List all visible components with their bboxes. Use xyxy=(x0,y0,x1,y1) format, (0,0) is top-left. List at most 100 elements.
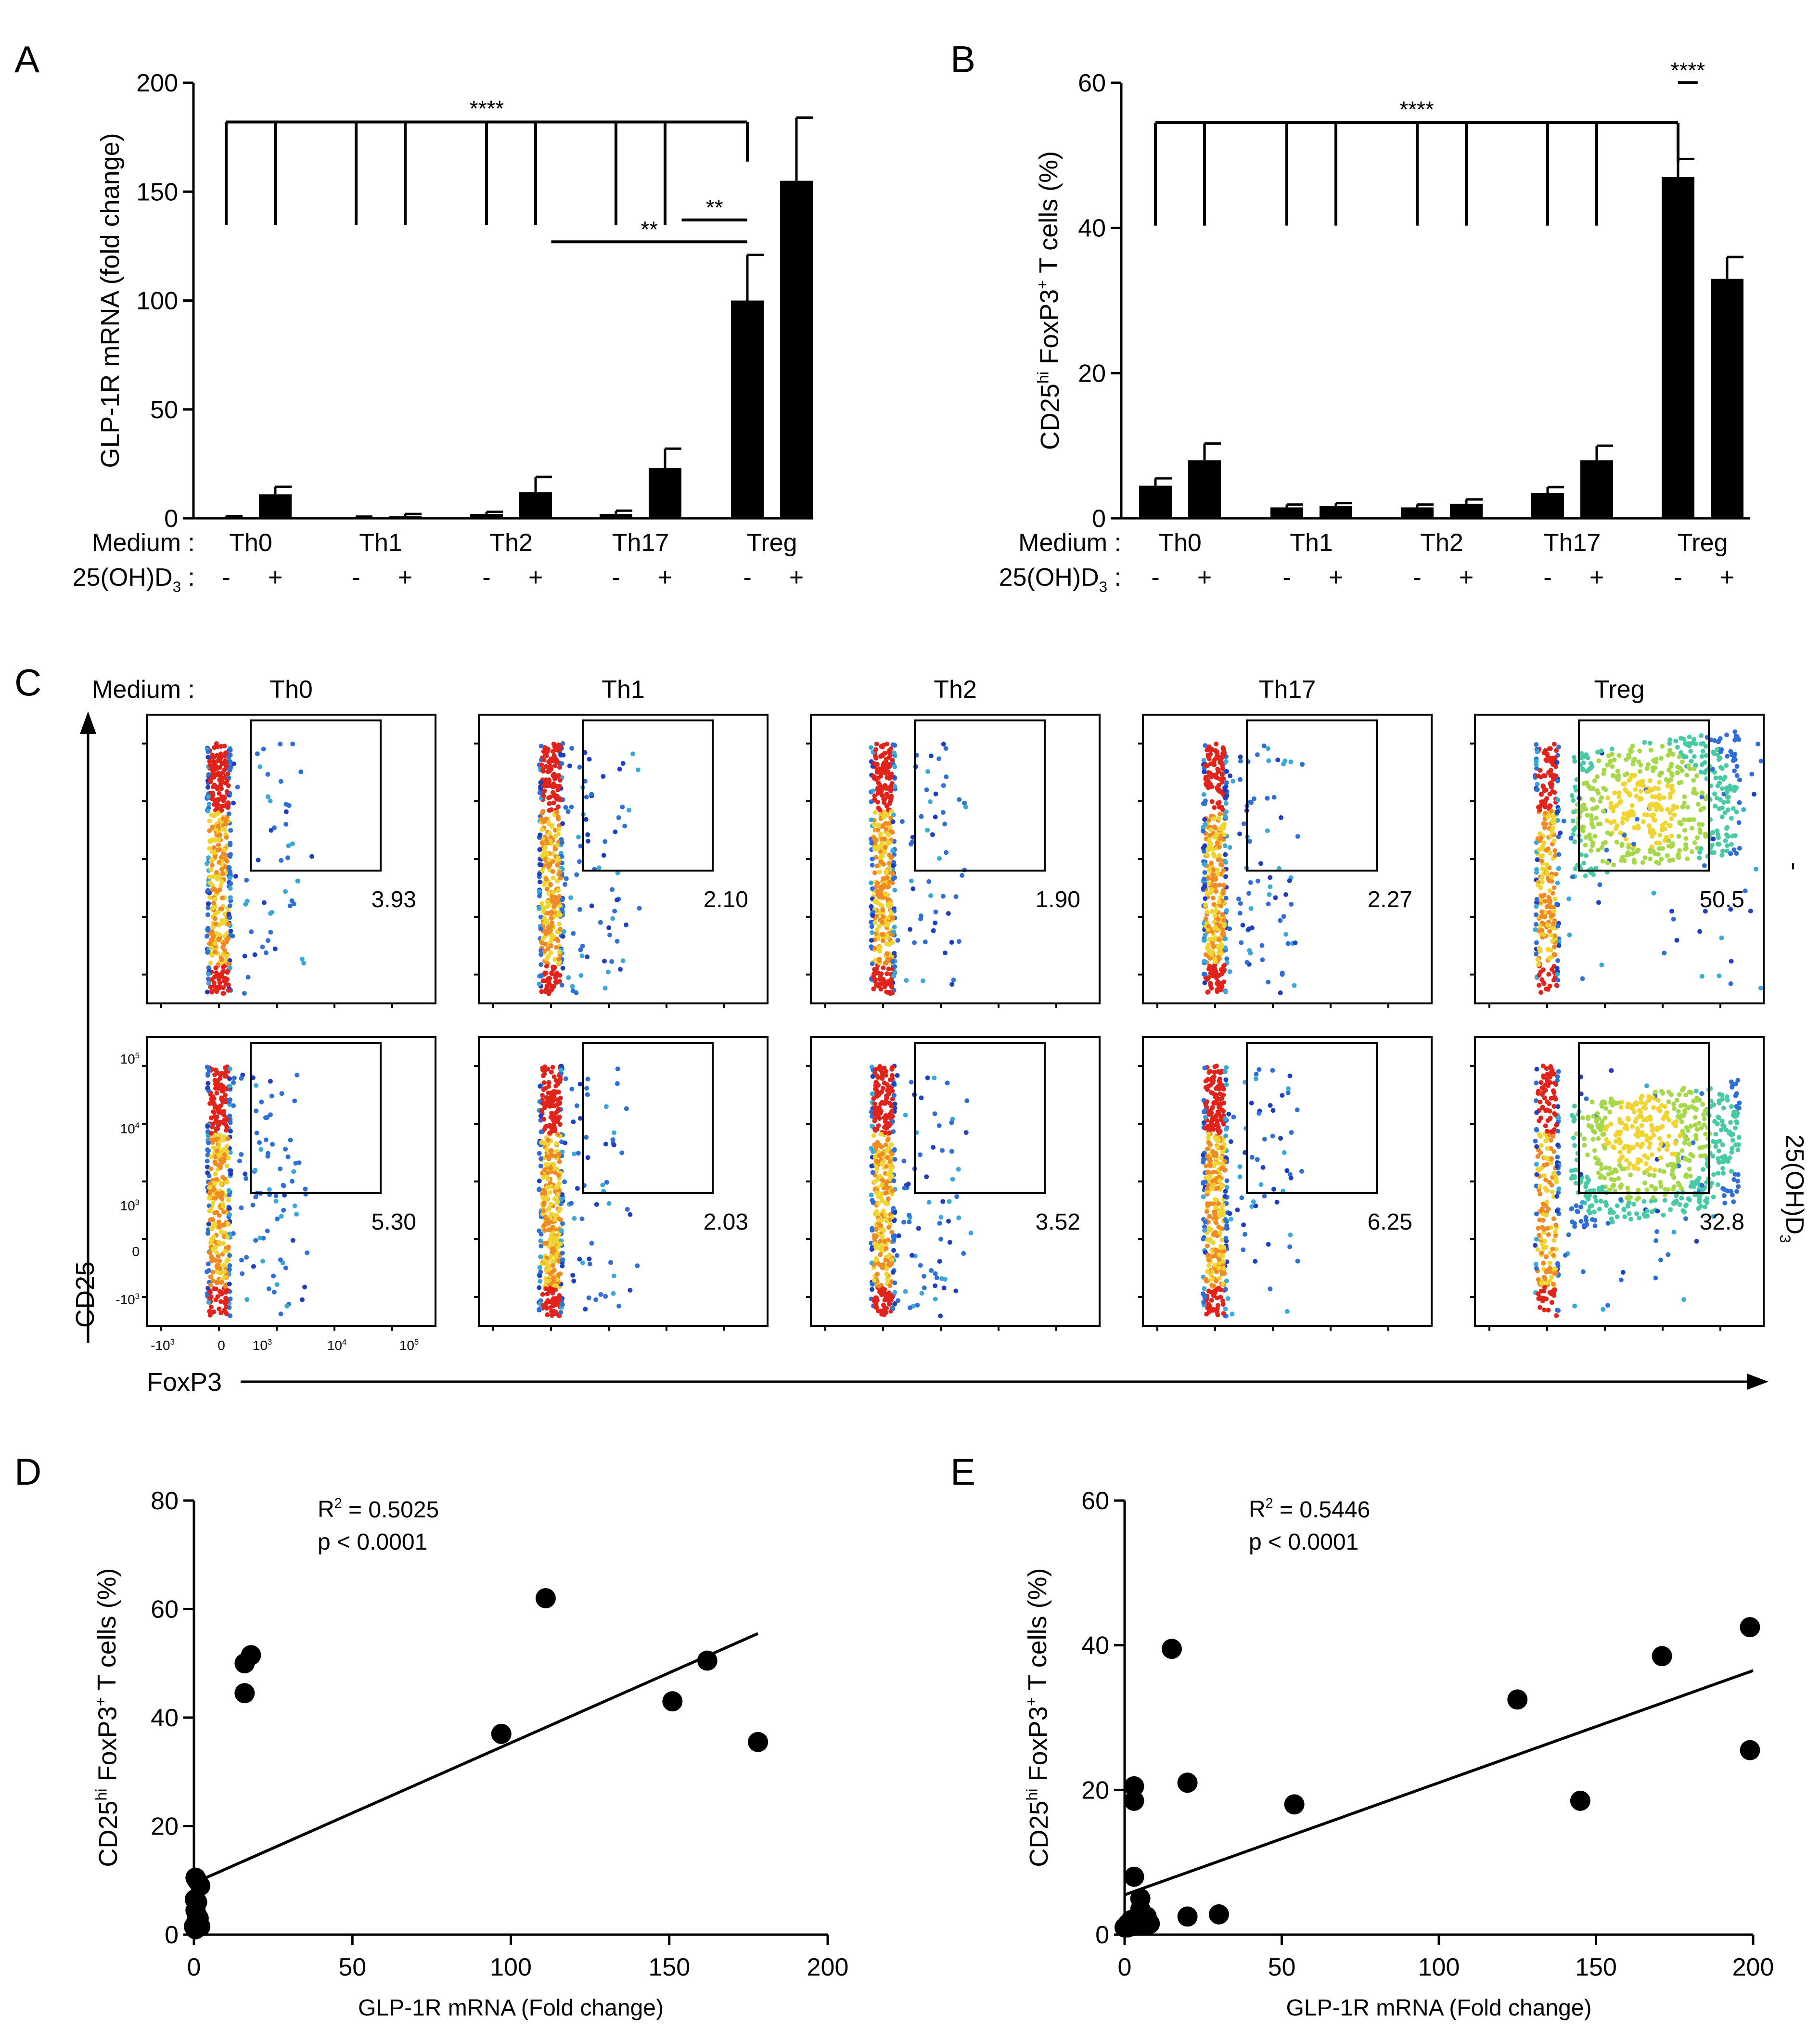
flow-event xyxy=(278,1311,283,1317)
flow-event xyxy=(1550,782,1555,787)
flow-event xyxy=(577,765,582,770)
flow-event xyxy=(1717,806,1722,811)
flow-event xyxy=(554,1141,559,1146)
flow-event xyxy=(555,787,561,793)
flow-event xyxy=(1547,929,1552,934)
flow-event xyxy=(1227,969,1232,974)
flow-event xyxy=(272,946,278,951)
flow-event xyxy=(219,803,225,809)
flow-event xyxy=(622,823,628,829)
flow-event xyxy=(1669,834,1674,839)
flow-event xyxy=(1202,817,1207,822)
flow-event xyxy=(1669,771,1674,776)
flow-event xyxy=(880,793,885,798)
flow-event xyxy=(880,886,885,892)
flow-event xyxy=(1215,840,1220,846)
flow-event xyxy=(1607,759,1613,764)
flow-event xyxy=(938,1215,944,1220)
flow-event xyxy=(208,985,213,989)
flow-event xyxy=(589,903,594,909)
flow-event xyxy=(1583,842,1588,847)
flow-event xyxy=(1224,1178,1230,1183)
flow-event xyxy=(1699,974,1705,979)
flow-event xyxy=(1538,990,1544,995)
flow-event xyxy=(1534,867,1539,872)
flow-event xyxy=(1266,1242,1271,1247)
flow-event xyxy=(570,988,576,993)
flow-event xyxy=(216,797,221,803)
flow-event xyxy=(1552,944,1557,950)
flow-event xyxy=(208,1290,213,1295)
flow-event xyxy=(221,1241,226,1246)
flow-event xyxy=(1208,781,1213,786)
flow-event xyxy=(1241,821,1246,826)
flow-event xyxy=(615,898,619,903)
flow-event xyxy=(1292,983,1297,988)
flow-event xyxy=(872,1241,877,1246)
flow-event xyxy=(211,1145,216,1151)
flow-event xyxy=(1604,847,1609,853)
flow-event xyxy=(890,1119,895,1124)
flow-event xyxy=(557,1122,563,1127)
treatment-label: + xyxy=(1459,564,1474,591)
flow-event xyxy=(211,886,216,891)
flow-event xyxy=(207,763,213,768)
flow-event xyxy=(1203,798,1208,804)
flow-event xyxy=(1541,932,1547,937)
flow-event xyxy=(1549,874,1554,880)
flow-event xyxy=(946,911,951,916)
flow-event xyxy=(1211,1074,1217,1079)
flow-event xyxy=(559,982,564,988)
flow-event xyxy=(1223,788,1228,793)
flow-event xyxy=(1202,959,1207,964)
flow-event xyxy=(268,1112,273,1117)
row-label-treatment: 25(OH)D3 : xyxy=(999,564,1121,595)
flow-event xyxy=(875,770,880,775)
flow-event xyxy=(577,907,582,912)
flow-event xyxy=(206,901,211,906)
flow-event xyxy=(611,1130,616,1135)
flow-event xyxy=(885,1136,891,1142)
flow-event xyxy=(871,975,876,980)
flow-event xyxy=(1613,774,1618,779)
flow-event xyxy=(873,837,879,843)
flow-event xyxy=(543,750,549,756)
flow-event xyxy=(1271,795,1277,800)
flow-event xyxy=(585,832,590,837)
flow-event xyxy=(1287,1073,1293,1078)
row-label-medium: Medium : xyxy=(1018,529,1121,557)
flow-event xyxy=(1736,820,1742,825)
flow-event xyxy=(1248,880,1253,885)
flow-event xyxy=(221,798,226,803)
flow-event xyxy=(890,1188,895,1194)
flow-event xyxy=(1547,956,1551,961)
flow-event xyxy=(1556,745,1561,750)
flow-event xyxy=(872,793,877,798)
flow-event xyxy=(541,1117,547,1122)
flow-event xyxy=(933,791,938,796)
flow-event xyxy=(618,967,623,972)
flow-event xyxy=(227,1206,232,1211)
flow-event xyxy=(554,796,559,801)
flow-event xyxy=(892,1280,897,1285)
flow-event xyxy=(552,1217,557,1222)
flow-event xyxy=(954,1194,960,1199)
flow-event xyxy=(570,984,575,989)
flow-gate xyxy=(1246,719,1378,872)
flow-event xyxy=(1590,786,1596,791)
flow-medium-label: Medium : xyxy=(92,676,195,704)
flow-event xyxy=(228,869,232,874)
flow-event xyxy=(1548,904,1553,910)
flow-event xyxy=(1545,923,1551,928)
flow-event xyxy=(538,1163,543,1168)
flow-event xyxy=(1219,780,1225,785)
flow-event xyxy=(553,1111,558,1116)
flow-event xyxy=(873,1145,879,1151)
flow-event xyxy=(1223,1217,1228,1222)
flow-event xyxy=(889,855,894,860)
flow-event xyxy=(1758,986,1763,991)
flow-event xyxy=(885,1276,890,1282)
flow-event xyxy=(892,1156,897,1162)
flow-event xyxy=(1554,901,1559,907)
flow-event xyxy=(1552,952,1558,958)
